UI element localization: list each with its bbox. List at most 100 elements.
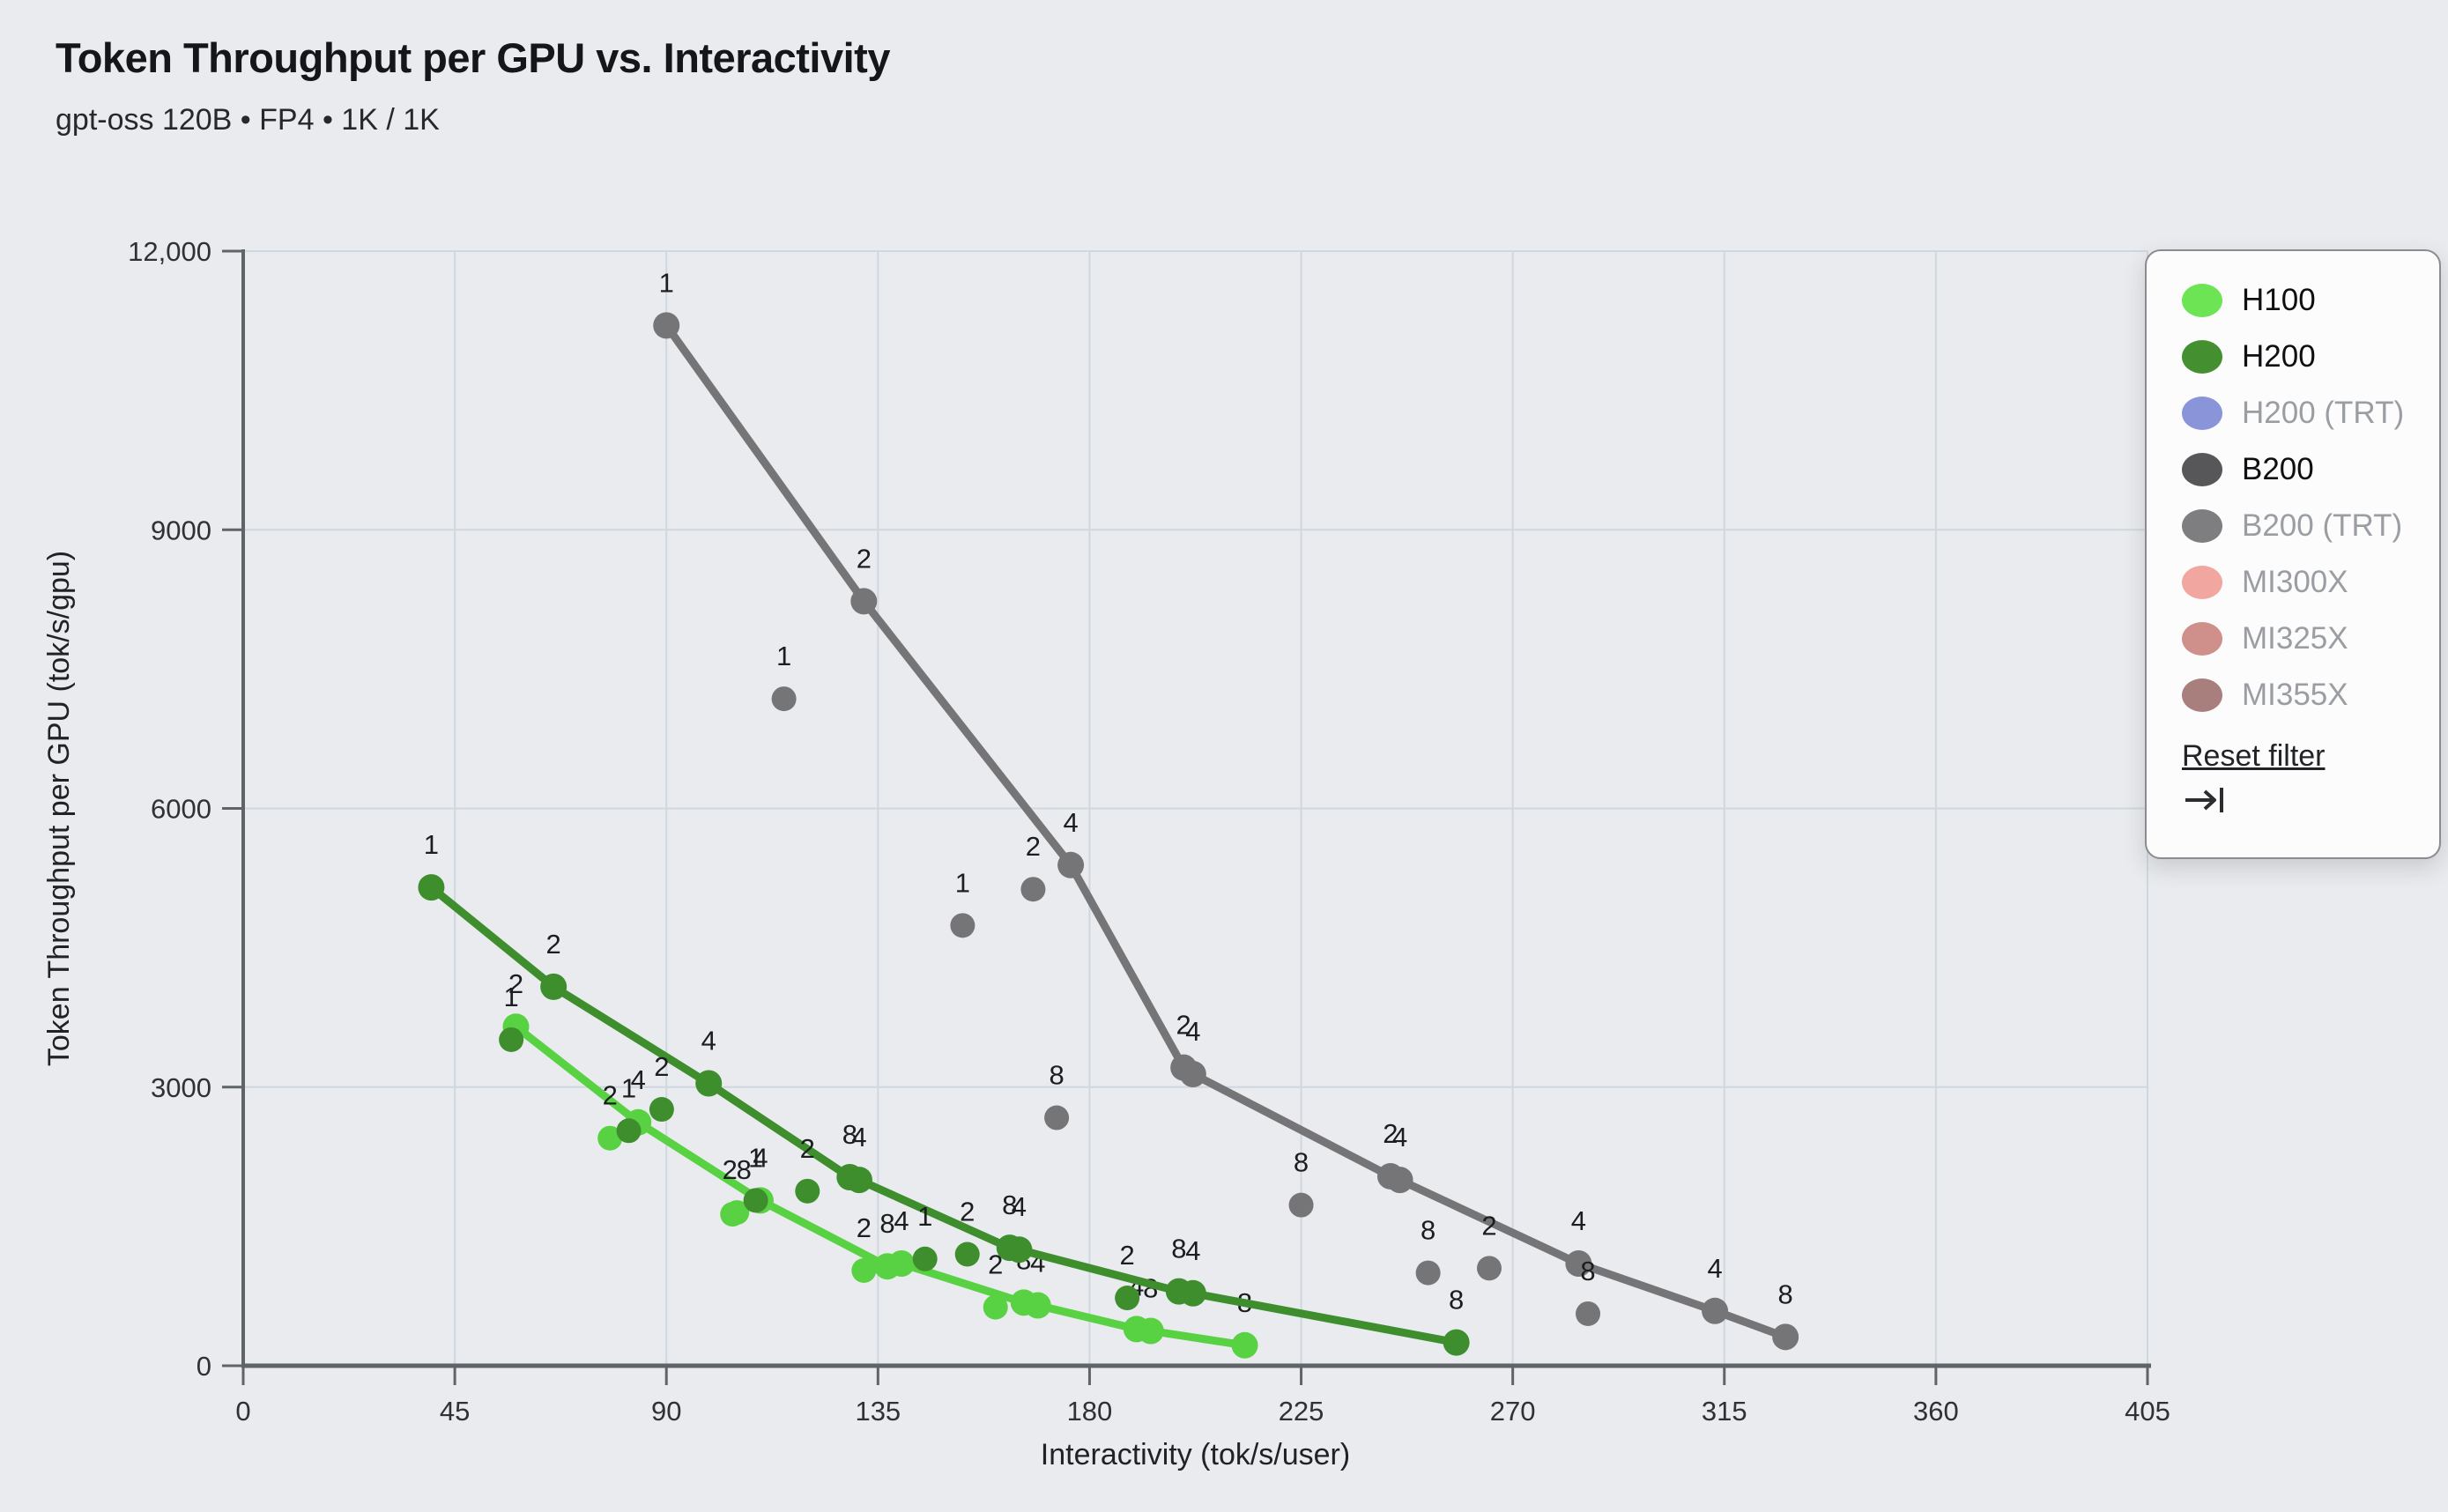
x-tick-label: 135 xyxy=(855,1396,901,1427)
data-point[interactable] xyxy=(1288,1192,1314,1218)
point-label: 4 xyxy=(701,1026,716,1056)
legend-item-h100[interactable]: H100 xyxy=(2182,272,2439,329)
point-label: 1 xyxy=(424,829,439,860)
point-label: 8 xyxy=(1580,1256,1595,1286)
point-label: 2 xyxy=(508,968,523,999)
arrow-to-bar-icon[interactable] xyxy=(2182,782,2228,822)
data-point[interactable] xyxy=(1772,1323,1799,1351)
data-point[interactable] xyxy=(1576,1301,1601,1326)
x-tick-label: 45 xyxy=(440,1396,470,1427)
legend-item-mi300x[interactable]: MI300X xyxy=(2182,554,2439,611)
point-label: 2 xyxy=(1026,831,1041,862)
legend-swatch-icon xyxy=(2182,566,2222,599)
data-point[interactable] xyxy=(1415,1260,1441,1286)
series-line-b200 xyxy=(662,321,1790,1341)
y-tick-label: 0 xyxy=(197,1351,211,1382)
data-point[interactable] xyxy=(649,1097,674,1123)
data-point[interactable] xyxy=(724,1200,750,1226)
data-point[interactable] xyxy=(954,1241,980,1267)
x-tick-label: 225 xyxy=(1279,1396,1324,1427)
point-label: 4 xyxy=(1707,1253,1722,1284)
data-point[interactable] xyxy=(1386,1167,1413,1194)
point-label: 8 xyxy=(1778,1279,1793,1309)
data-point[interactable] xyxy=(1115,1286,1140,1311)
legend-item-label: MI355X xyxy=(2242,678,2348,712)
data-point[interactable] xyxy=(1179,1279,1206,1307)
legend-item-b200-trt[interactable]: B200 (TRT) xyxy=(2182,498,2439,554)
data-point[interactable] xyxy=(540,973,567,1000)
data-point[interactable] xyxy=(1020,877,1046,902)
point-label: 8 xyxy=(1049,1060,1064,1091)
point-label: 2 xyxy=(723,1154,738,1185)
data-point[interactable] xyxy=(1024,1292,1051,1319)
legend-item-mi355x[interactable]: MI355X xyxy=(2182,667,2439,723)
y-axis-title: Token Throughput per GPU (tok/s/gpu) xyxy=(42,551,76,1066)
point-label: 4 xyxy=(1185,1235,1200,1266)
data-point[interactable] xyxy=(950,913,975,938)
legend-item-h200[interactable]: H200 xyxy=(2182,329,2439,385)
data-point[interactable] xyxy=(1443,1329,1470,1356)
data-point[interactable] xyxy=(912,1246,938,1271)
point-label: 4 xyxy=(1392,1122,1407,1153)
reset-filter-link[interactable]: Reset filter xyxy=(2182,739,2326,773)
point-label: 1 xyxy=(748,1142,763,1173)
point-label: 2 xyxy=(857,543,872,574)
legend-item-label: H200 (TRT) xyxy=(2242,396,2405,430)
point-label: 2 xyxy=(857,1212,872,1243)
data-point[interactable] xyxy=(850,588,878,615)
point-label: 1 xyxy=(659,267,674,298)
point-label: 1 xyxy=(917,1201,932,1232)
x-tick-label: 360 xyxy=(1913,1396,1959,1427)
data-point[interactable] xyxy=(1565,1250,1592,1278)
data-point[interactable] xyxy=(795,1178,820,1204)
data-point[interactable] xyxy=(851,1257,877,1283)
legend-item-b200[interactable]: B200 xyxy=(2182,441,2439,498)
legend-swatch-icon xyxy=(2182,284,2222,317)
point-label: 2 xyxy=(546,929,561,960)
data-point[interactable] xyxy=(743,1188,768,1213)
point-label: 8 xyxy=(1002,1190,1017,1220)
data-point[interactable] xyxy=(1179,1060,1206,1087)
data-point[interactable] xyxy=(888,1250,916,1278)
point-label: 2 xyxy=(1176,1010,1191,1041)
data-point[interactable] xyxy=(418,874,445,901)
data-point[interactable] xyxy=(1231,1331,1258,1359)
data-point[interactable] xyxy=(499,1027,524,1052)
point-label: 4 xyxy=(753,1142,768,1173)
legend-item-mi325x[interactable]: MI325X xyxy=(2182,611,2439,667)
data-point[interactable] xyxy=(1137,1317,1164,1345)
data-point[interactable] xyxy=(845,1167,872,1194)
x-axis-title: Interactivity (tok/s/user) xyxy=(1041,1438,1350,1471)
data-point[interactable] xyxy=(1057,851,1085,878)
data-point[interactable] xyxy=(695,1070,723,1097)
data-point[interactable] xyxy=(983,1294,1008,1320)
legend-item-h200-trt[interactable]: H200 (TRT) xyxy=(2182,385,2439,441)
legend-swatch-icon xyxy=(2182,678,2222,712)
data-point[interactable] xyxy=(1044,1105,1070,1130)
data-point[interactable] xyxy=(771,686,797,712)
legend-swatch-icon xyxy=(2182,340,2222,374)
data-point[interactable] xyxy=(616,1118,642,1144)
point-label: 4 xyxy=(631,1064,646,1095)
y-tick-label: 9000 xyxy=(151,515,211,545)
legend-item-label: MI325X xyxy=(2242,621,2348,656)
y-tick-label: 12,000 xyxy=(128,236,211,267)
point-label: 8 xyxy=(1421,1215,1435,1246)
legend-item-label: B200 xyxy=(2242,452,2314,486)
data-point[interactable] xyxy=(1476,1256,1502,1281)
point-label: 4 xyxy=(1063,807,1078,838)
data-point[interactable] xyxy=(597,1125,623,1151)
point-label: 8 xyxy=(737,1154,752,1185)
data-point[interactable] xyxy=(1702,1297,1729,1324)
point-label: 1 xyxy=(504,982,519,1012)
data-point[interactable] xyxy=(653,312,680,339)
y-tick-label: 3000 xyxy=(151,1072,211,1103)
legend-swatch-icon xyxy=(2182,397,2222,430)
point-label: 1 xyxy=(776,641,791,671)
legend-item-label: H100 xyxy=(2242,283,2316,317)
legend-panel: H100 H200 H200 (TRT) B200 B200 (TRT) MI300X MI… xyxy=(2145,249,2441,859)
legend-swatch-icon xyxy=(2182,453,2222,486)
data-point[interactable] xyxy=(1005,1236,1033,1264)
point-label: 2 xyxy=(654,1051,669,1082)
